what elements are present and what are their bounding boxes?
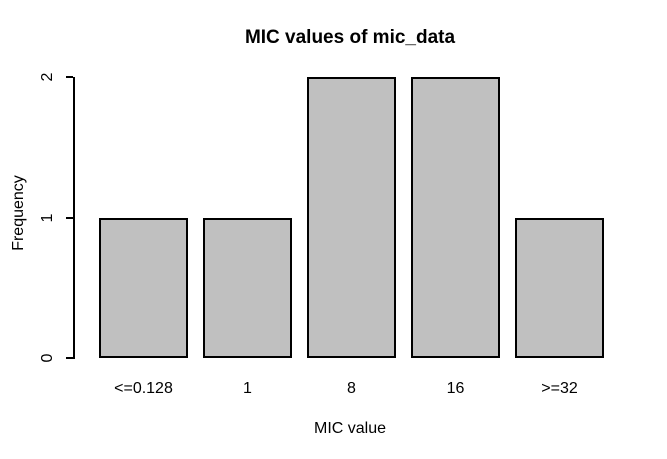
y-axis-tick [66,357,73,359]
y-tick-label: 1 [39,213,56,222]
bar [203,217,292,358]
x-tick-label: 16 [446,380,465,397]
y-axis-label: Frequency [10,175,27,251]
bar [515,217,604,358]
x-tick-label: <=0.128 [114,380,173,397]
x-axis-label: MIC value [313,420,387,437]
bar [411,77,500,358]
y-axis-line [73,77,75,359]
x-tick-label: 1 [243,380,252,397]
y-axis-tick [66,76,73,78]
x-tick-label: >=32 [541,380,578,397]
chart-title: MIC values of mic_data [244,27,456,48]
y-tick-label: 0 [39,353,56,363]
bar [307,77,396,358]
y-tick-label: 2 [39,72,56,82]
y-axis-tick [66,216,73,219]
x-tick-label: 8 [347,380,356,397]
bar [99,217,188,358]
